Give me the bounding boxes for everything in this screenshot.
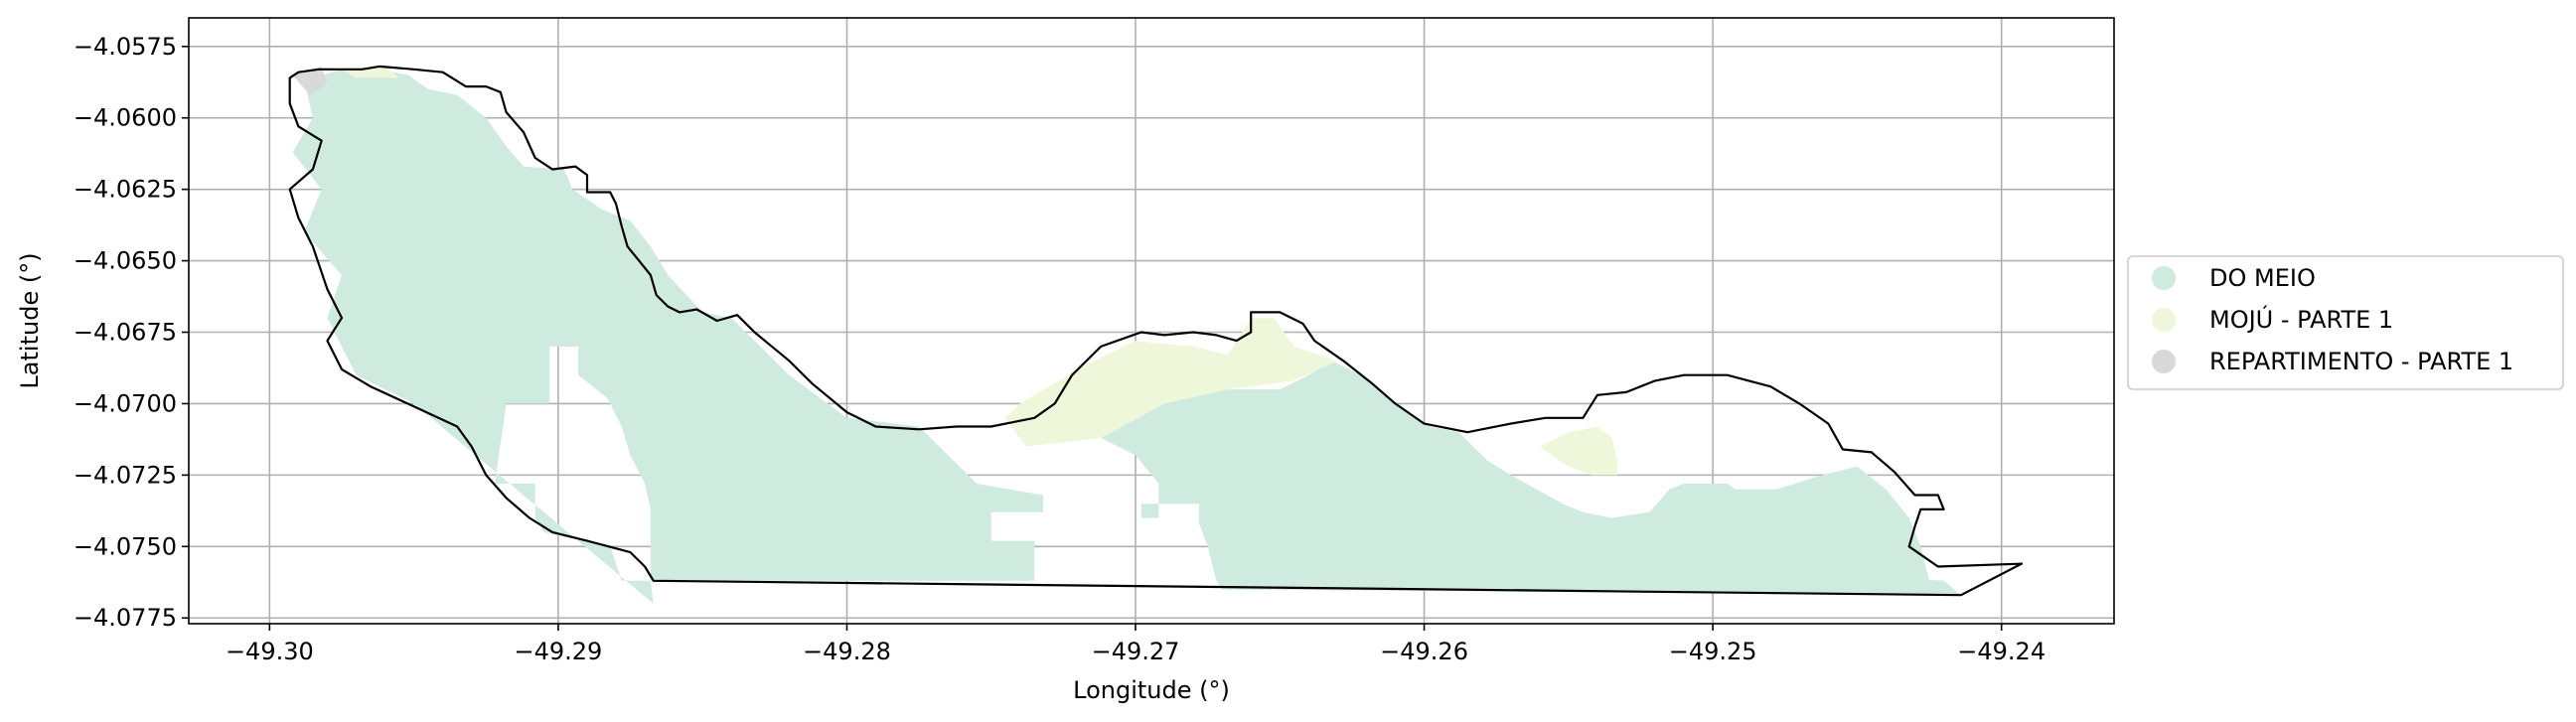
regions-layer (292, 66, 1961, 604)
legend-label: MOJÚ - PARTE 1 (2209, 304, 2393, 334)
y-tick-label: −4.0750 (74, 532, 177, 560)
y-tick-label: −4.0600 (74, 104, 177, 132)
x-tick-label: −49.29 (514, 638, 602, 665)
y-tick-label: −4.0675 (74, 319, 177, 347)
region-repartimento-parte-1 (292, 66, 328, 95)
x-tick-label: −49.30 (226, 638, 314, 665)
x-axis-title: Longitude (°) (1073, 676, 1230, 704)
axes-frame (188, 17, 2115, 625)
legend-box (2127, 255, 2564, 390)
region-polygon (292, 69, 1044, 604)
region-polygon (1713, 466, 1929, 581)
region-polygon (1539, 426, 1618, 476)
axis-ticks: −49.30 −49.29 −49.28 −49.27 −49.26 −49.25 −49.… (74, 33, 2046, 665)
y-tick-label: −4.0700 (74, 389, 177, 417)
y-tick-label: −4.0625 (74, 176, 177, 204)
boundary-outline (288, 65, 2024, 597)
region-polygon (292, 66, 328, 95)
y-tick-label: −4.0650 (74, 247, 177, 275)
boundary-layer (288, 65, 2024, 597)
x-tick-label: −49.28 (803, 638, 891, 665)
legend-label: REPARTIMENTO - PARTE 1 (2209, 348, 2513, 375)
y-tick-label: −4.0725 (74, 461, 177, 489)
legend-swatch (2152, 350, 2176, 373)
legend-swatch (2152, 266, 2176, 290)
region-polygon (1005, 318, 1338, 447)
grid-lines (189, 18, 2114, 624)
region-do-meio (292, 69, 1961, 604)
y-tick-label: −4.0575 (74, 33, 177, 61)
x-tick-label: −49.26 (1380, 638, 1468, 665)
x-tick-label: −49.27 (1092, 638, 1180, 665)
legend-swatch (2152, 308, 2176, 332)
region-moj-parte-1 (342, 66, 1618, 476)
legend-label: DO MEIO (2209, 264, 2316, 292)
y-tick-label: −4.0775 (74, 604, 177, 632)
legend: DO MEIO MOJÚ - PARTE 1 REPARTIMENTO - PART… (2127, 255, 2564, 390)
x-tick-label: −49.25 (1669, 638, 1757, 665)
x-tick-label: −49.24 (1957, 638, 2046, 665)
y-axis-title: Latitude (°) (16, 252, 44, 388)
